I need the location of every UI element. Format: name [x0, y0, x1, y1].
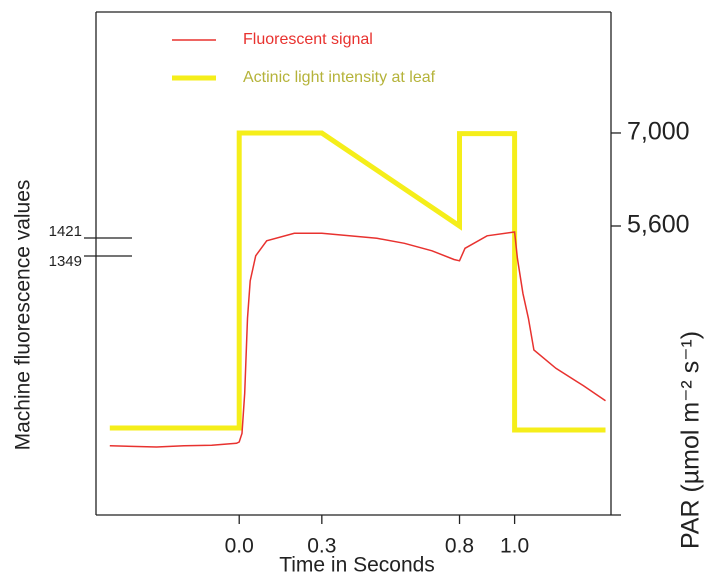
x-axis-label: Time in Seconds: [279, 554, 435, 577]
y2-tick-label: 5,600: [627, 211, 690, 239]
y2-axis-label: PAR (µmol m⁻² s⁻¹): [677, 331, 705, 549]
x-tick-label: 0.0: [225, 535, 254, 558]
legend-label: Actinic light intensity at leaf: [243, 69, 436, 86]
legend-label: Fluorescent signal: [243, 31, 373, 48]
y-tick-label: 1421: [49, 223, 82, 240]
x-tick-label: 0.8: [445, 535, 474, 558]
x-tick-label: 1.0: [500, 535, 529, 558]
y-axis-label: Machine fluorescence values: [12, 180, 35, 451]
y2-tick-label: 7,000: [627, 118, 690, 146]
x-tick-label: 0.3: [307, 535, 336, 558]
series-line: [109, 231, 606, 448]
series-line: [109, 130, 606, 433]
y-tick-label: 1349: [49, 253, 82, 270]
